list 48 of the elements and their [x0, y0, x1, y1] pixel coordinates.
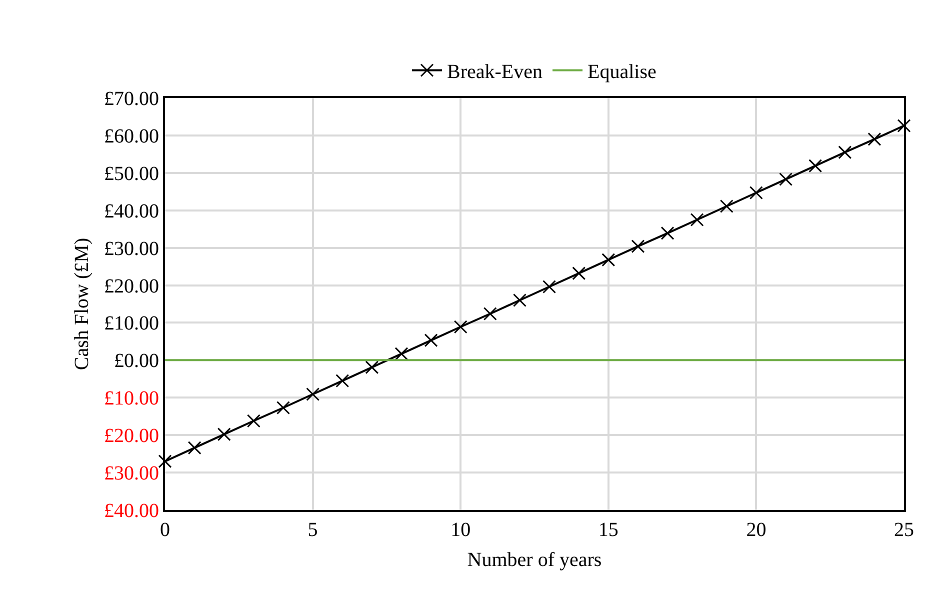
point	[217, 428, 231, 442]
y-tick-label: £10.00	[104, 312, 159, 335]
point	[572, 266, 586, 280]
y-tick-label: £40.00	[104, 200, 159, 222]
point	[779, 172, 793, 186]
y-tick-label: £20.00	[104, 275, 159, 298]
y-tick-label: £40.00	[104, 500, 159, 522]
point	[306, 388, 320, 402]
point	[897, 118, 911, 132]
point	[424, 334, 438, 348]
x-tick-label: 15	[598, 519, 618, 541]
x-tick-label: 20	[746, 519, 766, 541]
y-tick-label: £0.00	[114, 350, 159, 372]
point	[512, 294, 526, 307]
point	[838, 146, 852, 160]
legend-label: Equalise	[588, 61, 657, 84]
y-tick-label: £30.00	[104, 462, 159, 485]
x-tick-label: 0	[160, 519, 170, 541]
y-tick-label: £20.00	[104, 425, 159, 448]
point	[276, 401, 290, 414]
point	[158, 454, 172, 468]
y-axis-title: Cash Flow (£M)	[71, 238, 93, 370]
point	[365, 360, 379, 374]
point	[631, 240, 645, 254]
point	[542, 280, 556, 294]
point	[336, 374, 350, 388]
point	[483, 306, 497, 320]
point	[749, 186, 763, 200]
x-axis-title: Number of years	[467, 549, 602, 571]
point	[808, 159, 822, 173]
point	[868, 132, 882, 146]
point	[246, 414, 260, 428]
y-tick-label: £50.00	[104, 162, 159, 185]
y-tick-label: £30.00	[104, 238, 159, 260]
point	[720, 199, 734, 213]
legend-label: Break-Even	[447, 61, 543, 84]
x-tick-label: 10	[450, 519, 471, 541]
point	[602, 253, 616, 267]
y-tick-label: £10.00	[104, 388, 159, 410]
y-tick-label: £60.00	[104, 125, 159, 148]
point	[660, 226, 674, 240]
point	[394, 347, 408, 361]
point	[188, 441, 202, 455]
x-tick-label: 5	[308, 519, 318, 541]
y-tick-label: £70.00	[104, 88, 159, 110]
point	[690, 212, 704, 226]
point	[454, 320, 468, 334]
x-tick-label: 25	[894, 519, 914, 541]
